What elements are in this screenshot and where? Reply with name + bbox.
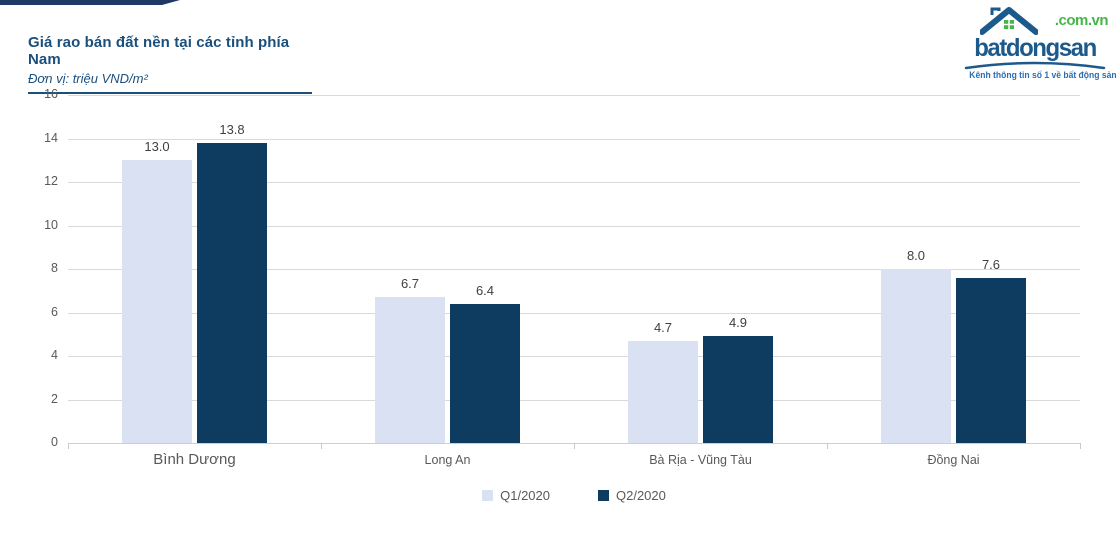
y-axis-tick-label: 8 (51, 261, 58, 275)
bar-Q2/2020-Đồng Nai (956, 277, 1026, 443)
top-accent-line (0, 0, 180, 5)
bar-value-label: 6.4 (475, 282, 495, 298)
legend-item-Q2/2020: Q2/2020 (598, 488, 666, 503)
x-axis-tick (827, 443, 828, 449)
gridline (68, 138, 1080, 140)
x-axis-tick (321, 443, 322, 449)
category-label-Đồng Nai: Đồng Nai (927, 453, 980, 467)
gridline (68, 95, 1080, 96)
logo-swoosh (964, 61, 1106, 70)
y-axis-tick-label: 4 (51, 348, 58, 362)
legend-swatch-Q1/2020 (482, 490, 494, 501)
x-axis-tick (68, 443, 69, 449)
logo-brand-text: batdongsan (974, 34, 1097, 62)
bar-value-label: 4.7 (653, 319, 673, 335)
bar-value-label: 13.8 (219, 121, 245, 137)
logo-tagline-text: Kênh thông tin số 1 về bất động sản (969, 70, 1117, 81)
y-axis-tick-label: 14 (44, 130, 58, 145)
legend-label: Q2/2020 (616, 488, 666, 503)
chart-legend: Q1/2020 Q2/2020 (68, 488, 1080, 503)
y-axis-tick-label: 10 (44, 217, 58, 232)
bar-Q1/2020-Long An (375, 297, 445, 443)
legend-swatch-Q2/2020 (598, 490, 609, 501)
bar-Q2/2020-Bà Rịa - Vũng Tàu (703, 336, 773, 443)
bar-value-label: 4.9 (728, 315, 748, 331)
bar-Q1/2020-Bà Rịa - Vũng Tàu (628, 340, 698, 443)
bar-value-label: 13.0 (144, 139, 170, 155)
chart-header: Giá rao bán đất nền tại các tỉnh phía Na… (28, 34, 312, 94)
gridline (68, 269, 1080, 270)
gridline (68, 225, 1080, 227)
bar-Q2/2020-Bình Dương (197, 142, 267, 443)
chart-unit-label: Đơn vị: triệu VND/m² (28, 71, 148, 86)
bar-Q2/2020-Long An (450, 303, 520, 443)
bar-Q1/2020-Bình Dương (122, 160, 192, 443)
x-axis-tick (1080, 443, 1081, 449)
gridline (68, 399, 1080, 401)
y-axis-tick-label: 6 (51, 304, 58, 319)
y-axis-tick-label: 2 (51, 391, 58, 406)
bar-Q1/2020-Đồng Nai (881, 269, 951, 443)
x-axis-tick (574, 443, 575, 449)
chart-title: Giá rao bán đất nền tại các tỉnh phía Na… (28, 34, 290, 68)
bar-value-label: 6.7 (400, 276, 420, 292)
category-label-Bình Dương: Bình Dương (153, 451, 236, 468)
house-icon (980, 7, 1038, 35)
bar-value-label: 8.0 (906, 248, 926, 263)
legend-item-Q1/2020: Q1/2020 (482, 488, 550, 503)
y-axis-tick-label: 0 (51, 435, 58, 449)
legend-label: Q1/2020 (500, 488, 550, 503)
gridline (68, 182, 1080, 183)
y-axis-tick-label: 12 (44, 174, 58, 188)
bar-value-label: 7.6 (981, 256, 1001, 272)
category-label-Bà Rịa - Vũng Tàu: Bà Rịa - Vũng Tàu (649, 453, 752, 467)
y-axis-tick-label: 16 (44, 87, 58, 101)
gridline (68, 312, 1080, 314)
gridline (68, 356, 1080, 357)
batdongsan-logo: .com.vn batdongsan Kênh thông tin số 1 v… (962, 4, 1117, 84)
category-label-Long An: Long An (424, 453, 471, 467)
logo-domain-text: .com.vn (1054, 12, 1109, 29)
